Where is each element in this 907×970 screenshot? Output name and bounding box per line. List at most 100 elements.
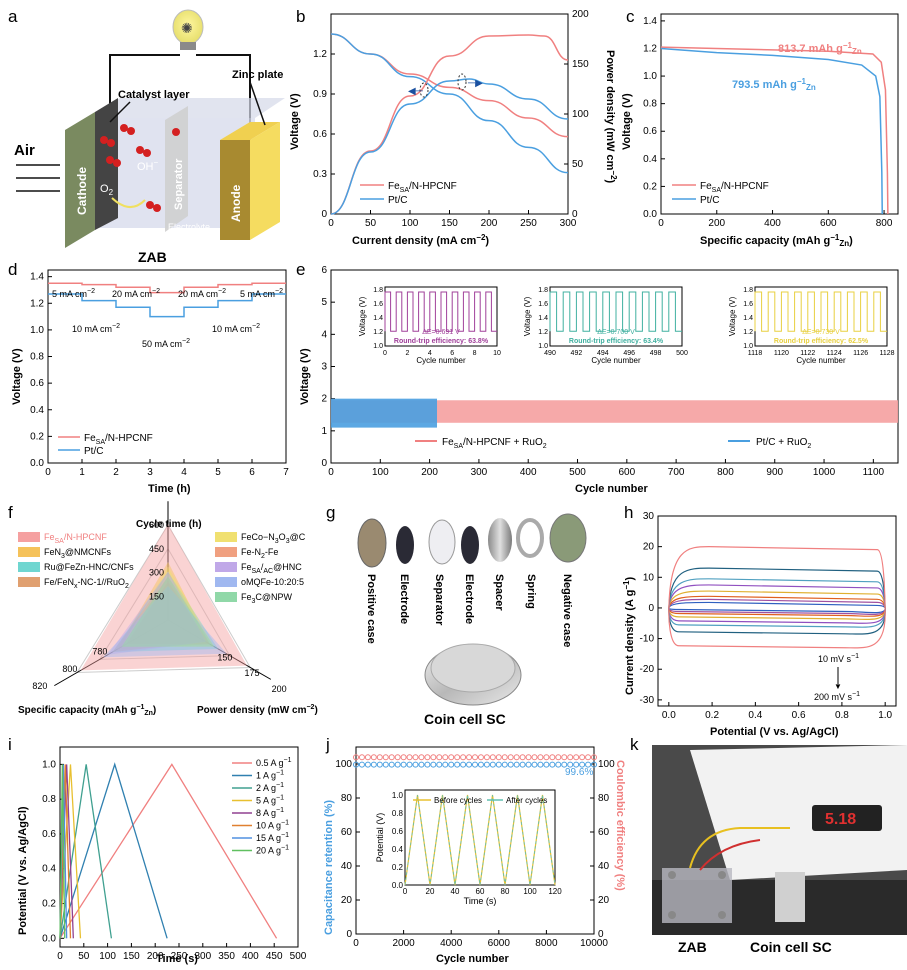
component-label: Separator bbox=[433, 574, 445, 626]
ylabel-e: Voltage (V) bbox=[299, 348, 311, 405]
panel-c: c 0 200 400 600 800 0.0 0.2 0.4 0.6 0.8 1.0 1.2 1.4… bbox=[621, 7, 899, 248]
legend-label: FeSA/N-HPCNF bbox=[700, 181, 769, 194]
x-tick-label: 500 bbox=[290, 951, 307, 962]
efficiency-point bbox=[376, 754, 383, 761]
anode-label: Anode bbox=[229, 184, 243, 222]
x-tick-label: 10000 bbox=[580, 938, 608, 949]
x-tick-label: 0.4 bbox=[748, 710, 762, 721]
separator-plate bbox=[165, 106, 188, 232]
efficiency-point bbox=[430, 754, 437, 761]
inset-delta-e: ΔE=0.691 V bbox=[422, 329, 460, 336]
legend-label: FeSA/N-HPCNF + RuO2 bbox=[442, 437, 547, 450]
inset-x-tick-label: 490 bbox=[544, 350, 556, 357]
x-tick-label: 200 bbox=[708, 218, 725, 229]
series-j bbox=[353, 754, 597, 768]
x-tick-label: 500 bbox=[569, 467, 586, 478]
x-tick-label: 0.6 bbox=[792, 710, 806, 721]
y-tick-label: 0.8 bbox=[42, 794, 56, 805]
component-label: Positive case bbox=[365, 574, 377, 644]
efficiency-point bbox=[364, 754, 371, 761]
inset-series bbox=[384, 291, 497, 332]
inset-frame bbox=[404, 789, 556, 886]
x-tick-label: 250 bbox=[171, 951, 188, 962]
x-tick-label: 2000 bbox=[392, 938, 415, 949]
retention-point bbox=[495, 761, 502, 768]
legend-label: FeSA/N-HPCNF bbox=[388, 181, 457, 194]
catalyst-layer-plate bbox=[95, 98, 118, 230]
panel-h: h 0.0 0.2 0.4 0.6 0.8 1.0 -30 -20 -10 0 10 20 30 10… bbox=[622, 503, 897, 738]
screw-icon bbox=[718, 911, 726, 919]
y-tick-label: 5 bbox=[321, 297, 327, 308]
retention-point bbox=[436, 761, 443, 768]
panel-e: e 0 100 200 300 400 500 600 700 800 900 1000 1100 0… bbox=[296, 260, 899, 495]
legend-swatch bbox=[215, 577, 237, 587]
inset-x-tick-label: 498 bbox=[650, 350, 662, 357]
x-tick-label: 400 bbox=[242, 951, 259, 962]
x-tick-label: 250 bbox=[520, 218, 537, 229]
retention-point bbox=[442, 761, 449, 768]
anode-plate-side bbox=[250, 122, 280, 240]
retention-point bbox=[543, 761, 550, 768]
efficiency-point bbox=[495, 754, 502, 761]
x-tick-label: 0.0 bbox=[662, 710, 676, 721]
radar-chart: 150 300 450 600 150 175 200 780 800 820 bbox=[32, 501, 287, 694]
x-tick-label: 200 bbox=[147, 951, 164, 962]
inset-x-tick-label: 120 bbox=[548, 887, 562, 896]
cathode-plate bbox=[65, 112, 95, 248]
efficiency-point bbox=[537, 754, 544, 761]
y-tick-label: 1.4 bbox=[30, 272, 44, 283]
retention-point bbox=[430, 761, 437, 768]
inset-y-tick-label: 1.2 bbox=[743, 329, 753, 336]
radar-tick-label: 600 bbox=[149, 520, 164, 530]
retention-point bbox=[406, 761, 413, 768]
x-tick-label: 0 bbox=[45, 467, 51, 478]
inset-x-tick-label: 0 bbox=[403, 887, 408, 896]
inset-xlabel: Cycle number bbox=[796, 356, 846, 365]
inset-efficiency: Round-trip efficiency: 62.5% bbox=[774, 338, 869, 345]
inset-x-tick-label: 494 bbox=[597, 350, 609, 357]
series-i bbox=[59, 762, 278, 939]
y-tick-label: -30 bbox=[640, 695, 655, 706]
wire bbox=[109, 54, 180, 120]
radar-tick-label: 780 bbox=[92, 647, 107, 657]
xticks-d: 0 1 2 3 4 5 6 7 bbox=[45, 459, 289, 478]
screw-icon bbox=[718, 871, 726, 879]
y-tick-label: 200 bbox=[572, 9, 589, 20]
legend-label: 10 A g−1 bbox=[256, 820, 289, 831]
marker-ellipse bbox=[419, 82, 429, 98]
efficiency-point bbox=[501, 754, 508, 761]
series-line bbox=[330, 33, 569, 138]
x-tick-label: 8000 bbox=[535, 938, 558, 949]
panel-f: f 150 300 450 600 150 175 200 780 800 820 FeSA/N-… bbox=[8, 501, 318, 717]
legend-swatch bbox=[215, 562, 237, 572]
svg-text:20 mA cm−2: 20 mA cm−2 bbox=[112, 288, 160, 299]
coin-cell-holder-image bbox=[775, 872, 805, 922]
panel-label-k: k bbox=[630, 735, 639, 754]
x-tick-label: 1000 bbox=[813, 467, 836, 478]
efficiency-point bbox=[382, 754, 389, 761]
x-tick-label: 600 bbox=[618, 467, 635, 478]
y-tick-label: 0 bbox=[572, 209, 578, 220]
retention-point bbox=[412, 761, 419, 768]
radar-tick-label: 820 bbox=[32, 681, 47, 691]
series-line bbox=[59, 762, 168, 939]
y-tick-label: 60 bbox=[598, 827, 610, 838]
retention-point bbox=[400, 761, 407, 768]
retention-point bbox=[561, 761, 568, 768]
inset-x-tick-label: 6 bbox=[450, 350, 454, 357]
efficiency-point bbox=[483, 754, 490, 761]
legend-label: Fe-N2-Fe bbox=[241, 547, 278, 560]
efficiency-point bbox=[466, 754, 473, 761]
xticks-j: 0 2000 4000 6000 8000 10000 bbox=[353, 930, 608, 949]
x-tick-label: 700 bbox=[668, 467, 685, 478]
annotation-blue: 793.5 mAh g−1Zn bbox=[732, 77, 816, 92]
radar-tick-label: 450 bbox=[149, 544, 164, 554]
led-display bbox=[812, 805, 882, 831]
y-tick-label: 0.3 bbox=[313, 169, 327, 180]
x-tick-label: 0 bbox=[328, 218, 334, 229]
x-tick-label: 350 bbox=[218, 951, 235, 962]
x-tick-label: 3 bbox=[147, 467, 153, 478]
radar-series bbox=[126, 581, 211, 645]
y-tick-label: 1.0 bbox=[30, 325, 44, 336]
x-tick-label: 450 bbox=[266, 951, 283, 962]
